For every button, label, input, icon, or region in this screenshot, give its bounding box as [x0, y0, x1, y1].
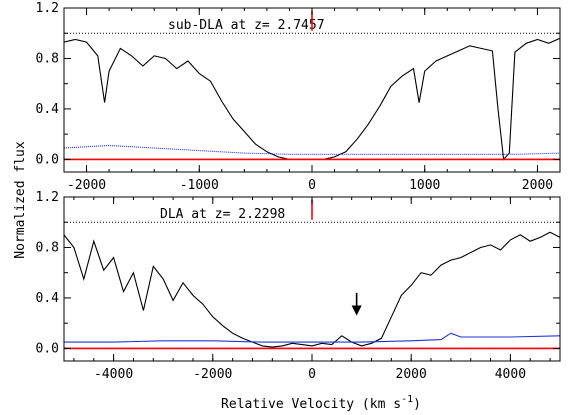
bottom-series-flux — [64, 231, 560, 348]
top-x-tick-label: 1000 — [409, 178, 440, 193]
x-axis-label-exponent: -1 — [401, 394, 413, 405]
top-y-tick-label: 0.4 — [36, 102, 60, 117]
bottom-panel-annotation: DLA at z= 2.2298 — [160, 207, 285, 222]
bottom-y-tick-label: 0.0 — [36, 341, 59, 356]
bottom-y-tick-label: 0.8 — [36, 240, 59, 255]
top-y-tick-label: 0.0 — [36, 152, 59, 167]
feature-arrow-head — [351, 305, 362, 316]
bottom-x-tick-label: 4000 — [495, 367, 526, 382]
bottom-panel: DLA at z= 2.2298 -4000 -2000 0 2000 4000 0.0 0… — [36, 190, 561, 382]
top-series-flux — [64, 37, 560, 161]
top-panel-annotation: sub-DLA at z= 2.7457 — [168, 18, 325, 33]
bottom-x-tick-label: -4000 — [94, 367, 133, 382]
bottom-x-tick-label: -2000 — [193, 367, 232, 382]
top-x-tick-label: -2000 — [67, 178, 106, 193]
top-x-tick-label: 2000 — [522, 178, 553, 193]
bottom-frame — [63, 196, 561, 362]
bottom-series-error — [64, 332, 560, 343]
y-axis-label: Normalized flux — [13, 141, 28, 259]
bottom-y-tick-label: 1.2 — [36, 190, 59, 205]
top-y-tick-label: 1.2 — [36, 1, 59, 16]
x-axis-label: Relative Velocity (km s-1) — [221, 394, 421, 412]
top-x-tick-label: -1000 — [180, 178, 219, 193]
x-axis-label-close: ) — [413, 397, 421, 412]
bottom-y-tick-label: 0.4 — [36, 291, 60, 306]
bottom-x-tick-label: 2000 — [396, 367, 427, 382]
top-panel: sub-DLA at z= 2.7457 -2000 -1000 0 1000 2000… — [36, 1, 561, 193]
top-y-tick-label: 0.8 — [36, 51, 59, 66]
bottom-x-tick-label: 0 — [308, 367, 316, 382]
x-axis-label-main: Relative Velocity (km s — [221, 397, 401, 412]
top-series-error — [64, 144, 560, 155]
top-x-tick-label: 0 — [308, 178, 316, 193]
